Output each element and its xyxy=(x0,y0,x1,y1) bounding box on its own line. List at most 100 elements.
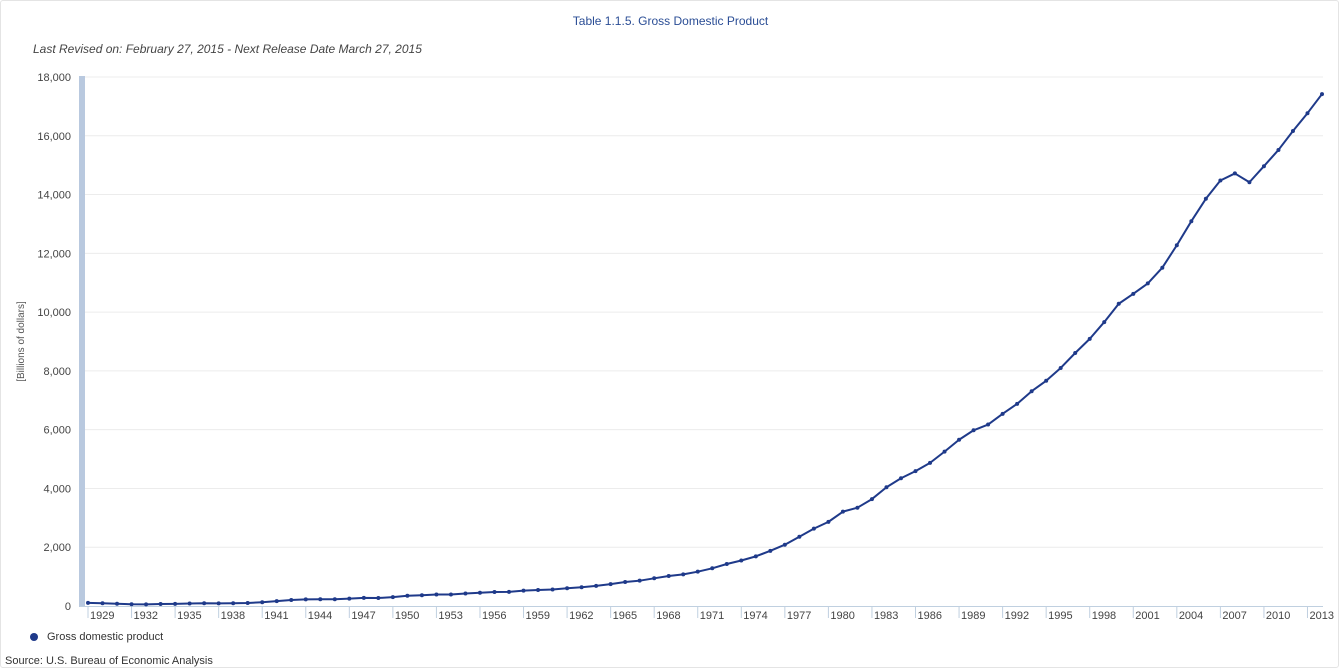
x-tick-label: 1992 xyxy=(1005,610,1029,622)
x-tick-label: 2010 xyxy=(1266,610,1290,622)
data-point xyxy=(579,585,584,590)
data-point xyxy=(477,590,482,595)
data-point xyxy=(1189,219,1194,224)
data-point xyxy=(565,586,570,591)
data-point xyxy=(1029,389,1034,394)
y-tick-label: 12,000 xyxy=(37,248,71,260)
y-tick-label: 2,000 xyxy=(43,542,71,554)
data-point xyxy=(361,595,366,600)
data-point xyxy=(695,569,700,574)
data-point xyxy=(492,590,497,595)
data-point xyxy=(289,598,294,603)
data-point xyxy=(681,572,686,577)
data-point xyxy=(884,485,889,490)
x-tick-label: 2001 xyxy=(1135,610,1159,622)
data-point xyxy=(216,601,221,606)
x-tick-label: 2013 xyxy=(1309,610,1333,622)
x-tick-label: 1980 xyxy=(830,610,854,622)
data-point xyxy=(434,592,439,597)
data-point xyxy=(971,428,976,433)
x-tick-label: 1947 xyxy=(351,610,375,622)
x-tick-label: 1983 xyxy=(874,610,898,622)
x-tick-label: 2007 xyxy=(1222,610,1246,622)
chart-subtitle: Last Revised on: February 27, 2015 - Nex… xyxy=(33,42,422,56)
data-point xyxy=(724,562,729,567)
data-point xyxy=(1102,320,1107,325)
x-tick-label: 1986 xyxy=(918,610,942,622)
data-point xyxy=(1160,265,1165,270)
x-tick-label: 1956 xyxy=(482,610,506,622)
x-tick-label: 1989 xyxy=(961,610,985,622)
data-point xyxy=(1320,92,1324,97)
data-point xyxy=(1305,111,1310,116)
x-tick-label: 1962 xyxy=(569,610,593,622)
data-point xyxy=(231,601,236,606)
x-tick-label: 1944 xyxy=(308,610,332,622)
x-tick-label: 1998 xyxy=(1092,610,1116,622)
data-point xyxy=(521,588,526,593)
data-point xyxy=(419,593,424,598)
data-point xyxy=(202,601,207,606)
x-tick-label: 1938 xyxy=(221,610,245,622)
data-point xyxy=(942,449,947,454)
data-point xyxy=(1218,178,1223,183)
x-tick-label: 1971 xyxy=(700,610,724,622)
x-tick-label: 1935 xyxy=(177,610,201,622)
data-point xyxy=(303,597,308,602)
data-point xyxy=(376,595,381,600)
data-point xyxy=(390,595,395,600)
data-point xyxy=(129,602,134,607)
data-point xyxy=(507,589,512,594)
y-tick-label: 6,000 xyxy=(43,425,71,437)
y-tick-label: 18,000 xyxy=(37,72,71,84)
data-point xyxy=(1203,196,1208,201)
data-point xyxy=(158,602,163,607)
data-point xyxy=(1044,378,1049,383)
x-tick-label: 1941 xyxy=(264,610,288,622)
data-point xyxy=(144,602,149,607)
data-point xyxy=(536,588,541,593)
data-point xyxy=(710,566,715,571)
y-axis-label: [Billions of dollars] xyxy=(16,301,27,382)
data-point xyxy=(957,437,962,442)
data-point xyxy=(332,597,337,602)
data-point xyxy=(928,460,933,465)
data-point xyxy=(986,422,991,427)
data-point xyxy=(1261,164,1266,169)
legend[interactable]: Gross domestic product xyxy=(30,631,163,643)
legend-marker-icon xyxy=(30,633,38,641)
data-point xyxy=(652,576,657,581)
data-point xyxy=(666,574,671,579)
data-point xyxy=(898,476,903,481)
x-tick-label: 1968 xyxy=(656,610,680,622)
chart-title: Table 1.1.5. Gross Domestic Product xyxy=(572,14,769,28)
data-point xyxy=(739,558,744,563)
data-point xyxy=(1276,147,1281,152)
data-point xyxy=(594,583,599,588)
y-tick-label: 0 xyxy=(65,601,71,613)
x-tick-label: 1977 xyxy=(787,610,811,622)
y-tick-label: 16,000 xyxy=(37,131,71,143)
data-point xyxy=(245,600,250,605)
y-axis-band xyxy=(79,76,85,607)
data-point xyxy=(913,469,918,474)
x-tick-label: 1965 xyxy=(613,610,637,622)
y-tick-label: 14,000 xyxy=(37,190,71,202)
line-chart: 0 2,000 4,000 6,000 8,000 10,000 12,000 14,000 1… xyxy=(16,72,1334,622)
x-tick-label: 1929 xyxy=(90,610,114,622)
data-point xyxy=(797,534,802,539)
data-point xyxy=(318,597,323,602)
x-tick-label: 1974 xyxy=(743,610,767,622)
data-point xyxy=(1247,180,1252,185)
x-tick-label: 1959 xyxy=(526,610,550,622)
y-tick-label: 8,000 xyxy=(43,366,71,378)
data-point xyxy=(768,548,773,553)
data-point xyxy=(260,600,265,605)
data-point xyxy=(1232,171,1237,176)
data-point xyxy=(115,601,120,606)
data-point xyxy=(608,582,613,587)
data-point xyxy=(753,554,758,559)
data-point xyxy=(550,587,555,592)
data-point xyxy=(811,526,816,531)
